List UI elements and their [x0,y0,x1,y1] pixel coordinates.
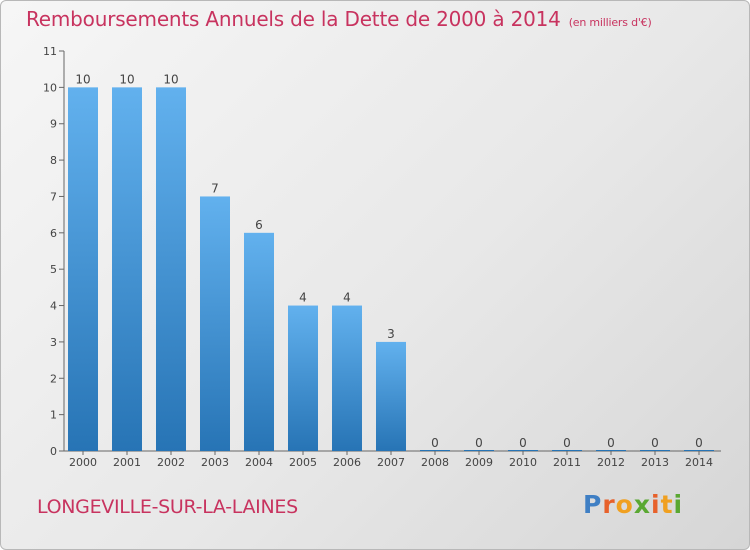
commune-name: LONGEVILLE-SUR-LA-LAINES [37,496,298,518]
y-tick-label: 3 [50,336,57,349]
data-label: 10 [75,72,90,86]
data-label: 6 [255,218,263,232]
x-tick-label: 2009 [465,456,493,469]
y-tick-label: 0 [50,445,57,458]
bar [332,305,362,451]
data-label: 0 [607,436,615,450]
data-label: 0 [519,436,527,450]
y-tick-label: 2 [50,372,57,385]
bar [156,87,186,451]
y-tick-label: 1 [50,409,57,422]
y-tick-label: 4 [50,300,57,313]
bar [288,305,318,451]
y-tick-label: 11 [43,45,57,58]
logo-letter: i [673,490,684,519]
data-label: 3 [387,327,395,341]
data-label: 10 [119,72,134,86]
x-tick-label: 2006 [333,456,361,469]
x-tick-label: 2000 [69,456,97,469]
data-label: 10 [163,72,178,86]
chart-title: Remboursements Annuels de la Dette de 20… [26,7,652,31]
x-tick-label: 2013 [641,456,669,469]
bar [112,87,142,451]
logo-letter: o [615,490,634,519]
x-tick-label: 2012 [597,456,625,469]
bar [684,450,714,451]
x-tick-label: 2005 [289,456,317,469]
bar [244,232,274,451]
logo-letter: r [602,490,616,519]
bar [596,450,626,451]
logo-letter: x [633,490,651,519]
data-label: 0 [651,436,659,450]
logo-letter: t [660,490,674,519]
data-label: 0 [563,436,571,450]
y-tick-label: 6 [50,227,57,240]
x-tick-label: 2008 [421,456,449,469]
proxiti-logo[interactable]: Proxiti [583,490,683,519]
data-label: 0 [475,436,483,450]
y-tick-label: 10 [43,81,57,94]
x-tick-label: 2004 [245,456,273,469]
logo-letter: i [651,490,661,519]
y-tick-label: 8 [50,154,57,167]
y-tick-label: 5 [50,263,57,276]
bar [68,87,98,451]
x-tick-label: 2014 [685,456,713,469]
x-tick-label: 2001 [113,456,141,469]
data-label: 0 [695,436,703,450]
logo-letter: P [583,490,603,519]
x-tick-label: 2011 [553,456,581,469]
bar [552,450,582,451]
data-label: 4 [343,291,351,305]
data-label: 7 [211,181,219,195]
x-tick-label: 2002 [157,456,185,469]
bar [464,450,494,451]
x-tick-label: 2003 [201,456,229,469]
x-tick-label: 2010 [509,456,537,469]
chart-title-text: Remboursements Annuels de la Dette de 20… [26,7,561,31]
bar [200,196,230,451]
x-tick-label: 2007 [377,456,405,469]
bar [420,450,450,451]
y-tick-label: 9 [50,118,57,131]
y-tick-label: 7 [50,190,57,203]
bar [376,341,406,451]
data-label: 0 [431,436,439,450]
chart-unit-label: (en milliers d'€) [568,16,652,29]
bar [640,450,670,451]
data-label: 4 [299,291,307,305]
bar [508,450,538,451]
